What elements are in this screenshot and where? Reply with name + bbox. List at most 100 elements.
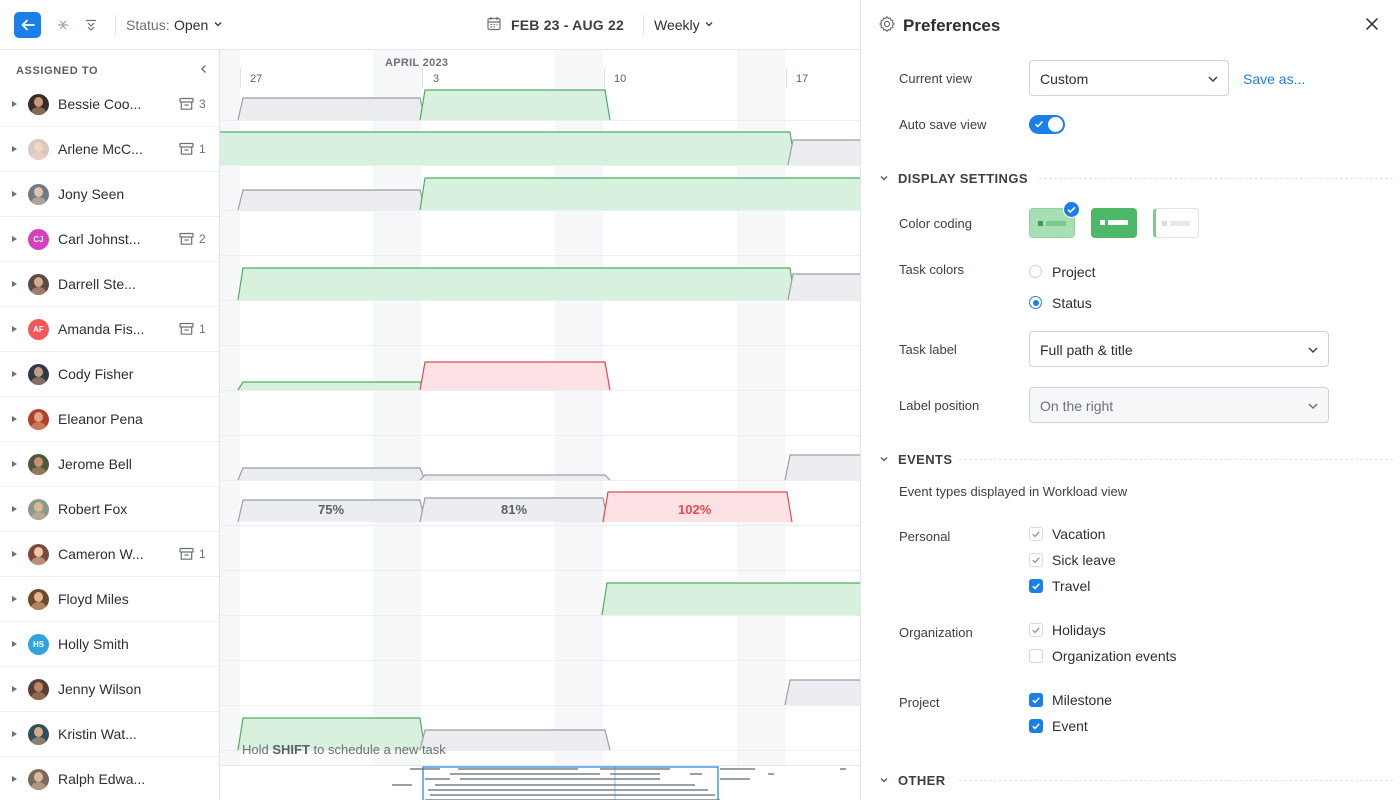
assignee-row[interactable]: Bessie Coo... 3 <box>0 82 219 127</box>
expand-caret-icon[interactable] <box>12 776 17 782</box>
checkbox-label[interactable]: Organization events <box>1052 648 1177 664</box>
expand-caret-icon[interactable] <box>12 731 17 737</box>
events-section[interactable]: EVENTS <box>879 451 1393 467</box>
assignee-row[interactable]: Ralph Edwa... <box>0 757 219 800</box>
status-filter-dropdown[interactable]: Open <box>174 17 209 33</box>
checkbox-vacation[interactable] <box>1029 527 1043 541</box>
color-coding-option-outline[interactable] <box>1153 208 1199 238</box>
workload-block[interactable] <box>784 454 860 481</box>
assignee-row[interactable]: Cody Fisher <box>0 352 219 397</box>
swatch-mark <box>1162 221 1167 226</box>
color-coding-option-light[interactable] <box>1029 201 1080 238</box>
swatch-mark <box>1038 221 1043 226</box>
expand-caret-icon[interactable] <box>12 146 17 152</box>
workload-block[interactable] <box>237 189 426 211</box>
expand-caret-icon[interactable] <box>12 596 17 602</box>
checkbox-event[interactable] <box>1029 719 1043 733</box>
other-section[interactable]: OTHER <box>879 772 1393 788</box>
expand-caret-icon[interactable] <box>12 416 17 422</box>
checkbox-sick-leave[interactable] <box>1029 553 1043 567</box>
expand-caret-icon[interactable] <box>12 371 17 377</box>
workload-block[interactable] <box>419 177 860 211</box>
expand-caret-icon[interactable] <box>12 506 17 512</box>
assignee-row[interactable]: Floyd Miles <box>0 577 219 622</box>
radio-status-label[interactable]: Status <box>1052 295 1092 311</box>
assignee-row[interactable]: Eleanor Pena <box>0 397 219 442</box>
assignee-row[interactable]: Cameron W... 1 <box>0 532 219 577</box>
checkbox-label[interactable]: Travel <box>1052 578 1091 594</box>
date-range[interactable]: FEB 23 - AUG 22 <box>511 17 624 33</box>
expand-caret-icon[interactable] <box>12 236 17 242</box>
assignee-row[interactable]: Kristin Wat... <box>0 712 219 757</box>
radio-project[interactable] <box>1029 265 1042 278</box>
radio-status[interactable] <box>1029 296 1042 309</box>
workload-block[interactable] <box>237 267 796 301</box>
workload-block[interactable] <box>419 729 611 751</box>
collapse-all-button[interactable] <box>53 15 73 35</box>
expand-caret-icon[interactable] <box>12 191 17 197</box>
workload-block-overload[interactable] <box>419 361 611 391</box>
label-position-select[interactable]: On the right <box>1029 387 1329 423</box>
gear-icon <box>879 16 895 32</box>
workload-block[interactable] <box>220 131 796 166</box>
chevron-down-icon <box>880 456 888 462</box>
assignee-row[interactable]: Robert Fox <box>0 487 219 532</box>
assignee-row[interactable]: Jony Seen <box>0 172 219 217</box>
expand-caret-icon[interactable] <box>12 641 17 647</box>
archive-icon <box>179 322 194 335</box>
chevron-left-icon[interactable] <box>197 62 211 76</box>
expand-caret-icon[interactable] <box>12 326 17 332</box>
checkbox-milestone[interactable] <box>1029 693 1043 707</box>
workload-block-fill <box>238 718 425 750</box>
timeline-minimap[interactable] <box>220 765 860 800</box>
current-view-select[interactable]: Custom <box>1029 60 1229 96</box>
expand-caret-icon[interactable] <box>12 281 17 287</box>
workload-block[interactable] <box>237 467 426 481</box>
checkbox-travel[interactable] <box>1029 579 1043 593</box>
workload-timeline[interactable]: APRIL 2023 27 3 10 17 75% 81% 102% Hold … <box>220 50 860 800</box>
radio-project-label[interactable]: Project <box>1052 264 1096 280</box>
display-settings-section[interactable]: DISPLAY SETTINGS <box>879 170 1393 186</box>
assignee-row[interactable]: HS Holly Smith <box>0 622 219 667</box>
checkbox-label[interactable]: Holidays <box>1052 622 1106 638</box>
checkbox-label[interactable]: Milestone <box>1052 692 1112 708</box>
workload-block[interactable] <box>237 97 426 121</box>
close-icon[interactable] <box>1364 16 1380 32</box>
assignee-name: Darrell Ste... <box>58 276 136 292</box>
assignee-row[interactable]: Arlene McC... 1 <box>0 127 219 172</box>
task-count: 3 <box>199 97 206 111</box>
assignee-name: Bessie Coo... <box>58 96 142 112</box>
workload-block[interactable] <box>419 89 611 121</box>
expand-caret-icon[interactable] <box>12 101 17 107</box>
checkbox-label[interactable]: Sick leave <box>1052 552 1116 568</box>
expand-all-button[interactable] <box>81 15 101 35</box>
workload-block[interactable] <box>784 679 860 706</box>
expand-caret-icon[interactable] <box>12 461 17 467</box>
checkbox-holidays[interactable] <box>1029 623 1043 637</box>
checkbox-organization-events[interactable] <box>1029 649 1043 663</box>
back-button[interactable] <box>14 12 41 38</box>
workload-block[interactable] <box>237 717 426 751</box>
assignee-row[interactable]: CJ Carl Johnst... 2 <box>0 217 219 262</box>
task-label-select[interactable]: Full path & title <box>1029 331 1329 367</box>
assignee-row[interactable]: Darrell Ste... <box>0 262 219 307</box>
color-coding-option-solid[interactable] <box>1091 208 1137 238</box>
row-divider <box>220 345 860 346</box>
workload-summary-over[interactable] <box>602 491 793 523</box>
save-as-link[interactable]: Save as... <box>1243 71 1306 87</box>
expand-caret-icon[interactable] <box>12 686 17 692</box>
assignee-row[interactable]: Jerome Bell <box>0 442 219 487</box>
workload-block[interactable] <box>601 582 860 616</box>
auto-save-toggle[interactable] <box>1029 115 1065 134</box>
expand-caret-icon[interactable] <box>12 551 17 557</box>
workload-block[interactable] <box>787 273 860 301</box>
hint-key: SHIFT <box>272 742 310 757</box>
checkbox-label[interactable]: Vacation <box>1052 526 1106 542</box>
period-dropdown[interactable]: Weekly <box>654 17 700 33</box>
checkbox-label[interactable]: Event <box>1052 718 1088 734</box>
assignee-row[interactable]: AF Amanda Fis... 1 <box>0 307 219 352</box>
workload-block[interactable] <box>237 381 426 391</box>
workload-block[interactable] <box>787 139 860 166</box>
assignee-row[interactable]: Jenny Wilson <box>0 667 219 712</box>
workload-block[interactable] <box>419 474 611 481</box>
